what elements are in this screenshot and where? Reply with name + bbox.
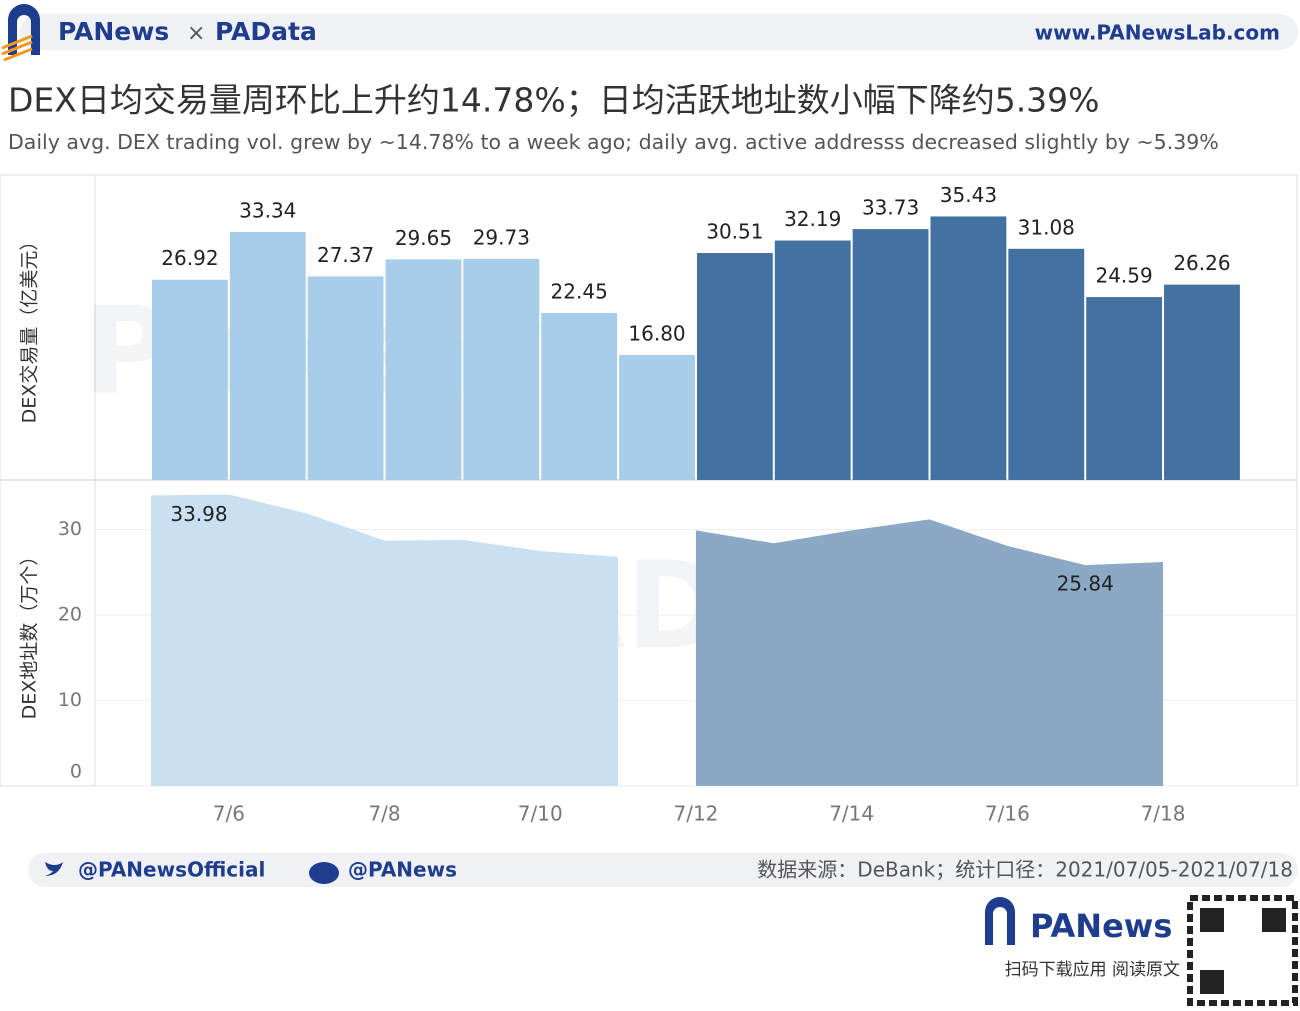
bar — [385, 259, 462, 480]
title: DEX日均交易量周环比上升约14.78%；日均活跃地址数小幅下降约5.39% — [8, 81, 1100, 120]
bar — [307, 276, 384, 480]
subtitle: Daily avg. DEX trading vol. grew by ~14.… — [8, 130, 1219, 154]
value-label: 25.84 — [1057, 572, 1114, 596]
bar — [930, 216, 1007, 480]
footer-bar — [28, 853, 1298, 887]
bar — [152, 279, 228, 480]
x-tick-label: 7/18 — [1141, 802, 1186, 826]
weibo-icon — [309, 862, 339, 884]
y-tick-label: 10 — [58, 689, 82, 711]
value-label: 31.08 — [1018, 215, 1075, 239]
bar — [1008, 248, 1085, 480]
bar — [1086, 297, 1163, 480]
twitter-handle: @PANewsOfficial — [78, 858, 265, 882]
brand: PANews — [58, 17, 169, 46]
y-axis-label: DEX地址数（万个） — [19, 547, 41, 720]
app-hint: 扫码下载应用 阅读原文 — [1005, 960, 1180, 980]
brand-cross: × — [187, 21, 205, 46]
value-label: 26.92 — [161, 246, 218, 270]
x-tick-label: 7/14 — [829, 802, 874, 826]
x-tick-label: 7/16 — [985, 802, 1030, 826]
value-label: 26.26 — [1173, 251, 1230, 275]
app-logo-mark — [985, 897, 1015, 945]
value-label: 27.37 — [317, 243, 374, 267]
qr-corner — [1262, 908, 1286, 932]
x-tick-label: 7/6 — [213, 802, 245, 826]
brand2: PAData — [215, 17, 317, 46]
qr-corner — [1200, 970, 1224, 994]
value-label: 33.98 — [170, 502, 227, 526]
x-tick-label: 7/12 — [673, 802, 718, 826]
y-tick-label: 0 — [70, 761, 82, 783]
header-bar — [20, 14, 1298, 50]
site-url: www.PANewsLab.com — [1035, 21, 1280, 45]
value-label: 32.19 — [784, 207, 841, 231]
bar — [696, 253, 773, 480]
qr-corner — [1200, 908, 1224, 932]
x-tick-label: 7/10 — [518, 802, 563, 826]
y-tick-label: 20 — [58, 604, 82, 626]
bar — [1164, 284, 1240, 480]
area — [695, 519, 1164, 786]
plot: PANews26.9233.3427.3729.6529.7322.4516.8… — [0, 174, 1298, 826]
value-label: 22.45 — [551, 279, 608, 303]
weibo-handle: @PANews — [348, 858, 457, 882]
bar — [229, 231, 306, 480]
bar — [852, 229, 929, 480]
value-label: 29.65 — [395, 226, 452, 250]
value-label: 33.73 — [862, 196, 919, 220]
twitter-icon — [45, 862, 63, 876]
value-label: 30.51 — [706, 220, 763, 244]
source: 数据来源：DeBank；统计口径：2021/07/05-2021/07/18 — [757, 858, 1293, 882]
value-label: 16.80 — [628, 322, 685, 346]
logo-stripes — [1, 34, 33, 62]
y-axis-label: DEX交易量（亿美元） — [19, 232, 41, 424]
bar — [463, 258, 540, 480]
value-label: 33.34 — [239, 198, 296, 222]
app-name: PANews — [1030, 907, 1172, 945]
y-tick-label: 30 — [58, 518, 82, 540]
bar — [619, 355, 695, 480]
value-label: 29.73 — [473, 225, 530, 249]
x-tick-label: 7/8 — [368, 802, 400, 826]
value-label: 35.43 — [940, 183, 997, 207]
bar — [541, 312, 618, 480]
value-label: 24.59 — [1095, 264, 1152, 288]
area — [151, 494, 619, 786]
bar — [774, 240, 851, 480]
